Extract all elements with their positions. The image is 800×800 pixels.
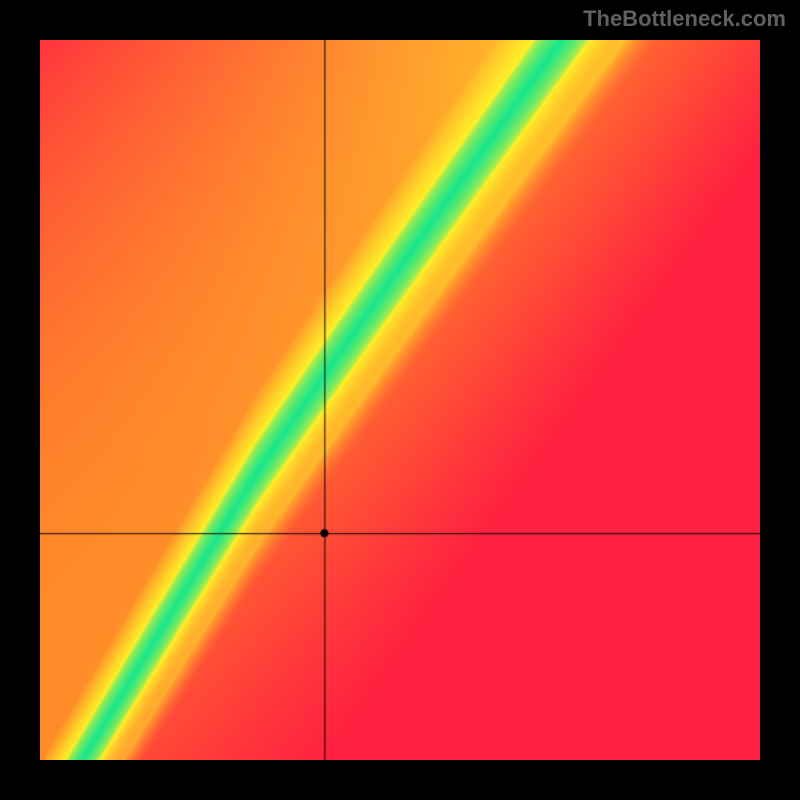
watermark-text: TheBottleneck.com: [583, 6, 786, 32]
bottleneck-heatmap: [40, 40, 760, 760]
chart-container: TheBottleneck.com: [0, 0, 800, 800]
